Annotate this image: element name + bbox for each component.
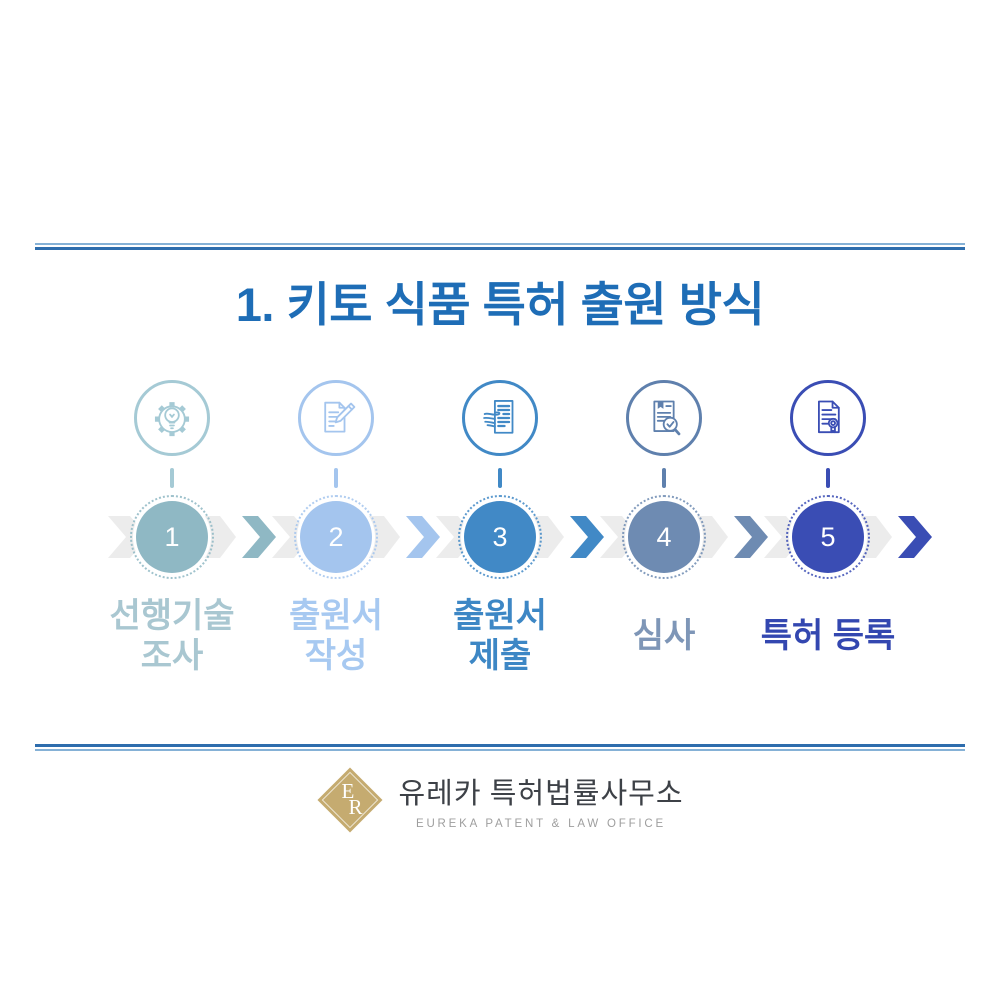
- divider-thick-line: [35, 744, 965, 747]
- step-5-arrow-chevron: [898, 516, 932, 558]
- step-5-icon-circle: [790, 380, 866, 456]
- step-4-examination: 4 심사: [582, 380, 746, 700]
- page-title: 1. 키토 식품 특허 출원 방식: [235, 278, 765, 331]
- step-2-icon-circle: [298, 380, 374, 456]
- footer-logo-block: E R 유레카 특허법률사무소 EUREKA PATENT & LAW OFFI…: [0, 766, 1000, 834]
- step-1-icon-circle: [134, 380, 210, 456]
- top-divider: [35, 243, 965, 250]
- step-2-label: 출원서 작성: [289, 596, 383, 675]
- step-5-number: 5: [820, 521, 836, 552]
- company-name-korean: 유레카 특허법률사무소: [398, 778, 684, 810]
- step-1-prior-art-search: 1 선행기술 조사: [90, 380, 254, 700]
- step-3-number: 3: [492, 521, 508, 552]
- step-5-connector: [826, 468, 830, 488]
- step-4-number-badge: 4: [622, 495, 706, 579]
- step-4-number: 4: [656, 521, 672, 552]
- company-name-block: 유레카 특허법률사무소 EUREKA PATENT & LAW OFFICE: [398, 770, 683, 830]
- gear-lightbulb-icon: [154, 402, 190, 437]
- step-1-number: 1: [164, 521, 180, 552]
- step-3-number-badge: 3: [458, 495, 542, 579]
- step-1-number-badge: 1: [130, 495, 214, 579]
- divider-thin-line: [35, 749, 965, 751]
- step-3-icon-circle: [462, 380, 538, 456]
- step-2-connector: [334, 468, 338, 488]
- step-5-label: 특허 등록: [760, 616, 896, 655]
- step-1-label: 선행기술 조사: [109, 596, 235, 675]
- company-logo: E R: [316, 766, 384, 834]
- step-1-connector: [170, 468, 174, 488]
- step-4-connector: [662, 468, 666, 488]
- document-hand-icon: [483, 400, 514, 434]
- step-3-connector: [498, 468, 502, 488]
- step-4-label: 심사: [632, 616, 696, 655]
- step-3-label: 출원서 제출: [453, 596, 547, 675]
- bottom-divider: [35, 744, 965, 751]
- process-steps: 1 선행기술 조사: [90, 380, 910, 700]
- divider-thick-line: [35, 247, 965, 250]
- step-5-number-badge: 5: [786, 495, 870, 579]
- company-name-english: EUREKA PATENT & LAW OFFICE: [415, 818, 667, 830]
- step-2-number: 2: [328, 521, 344, 552]
- monogram-letter-r: R: [348, 795, 363, 819]
- document-checkmark-icon: [653, 400, 681, 436]
- step-2-draft-application: 2 출원서 작성: [254, 380, 418, 700]
- monogram-letter-e: E: [341, 779, 355, 803]
- divider-thin-line: [35, 243, 965, 245]
- document-pencil-icon: [324, 401, 356, 433]
- document-seal-icon: [818, 400, 840, 434]
- step-5-patent-registration: 5 특허 등록: [746, 380, 910, 700]
- step-4-icon-circle: [626, 380, 702, 456]
- step-2-number-badge: 2: [294, 495, 378, 579]
- step-3-submit-application: 3 출원서 제출: [418, 380, 582, 700]
